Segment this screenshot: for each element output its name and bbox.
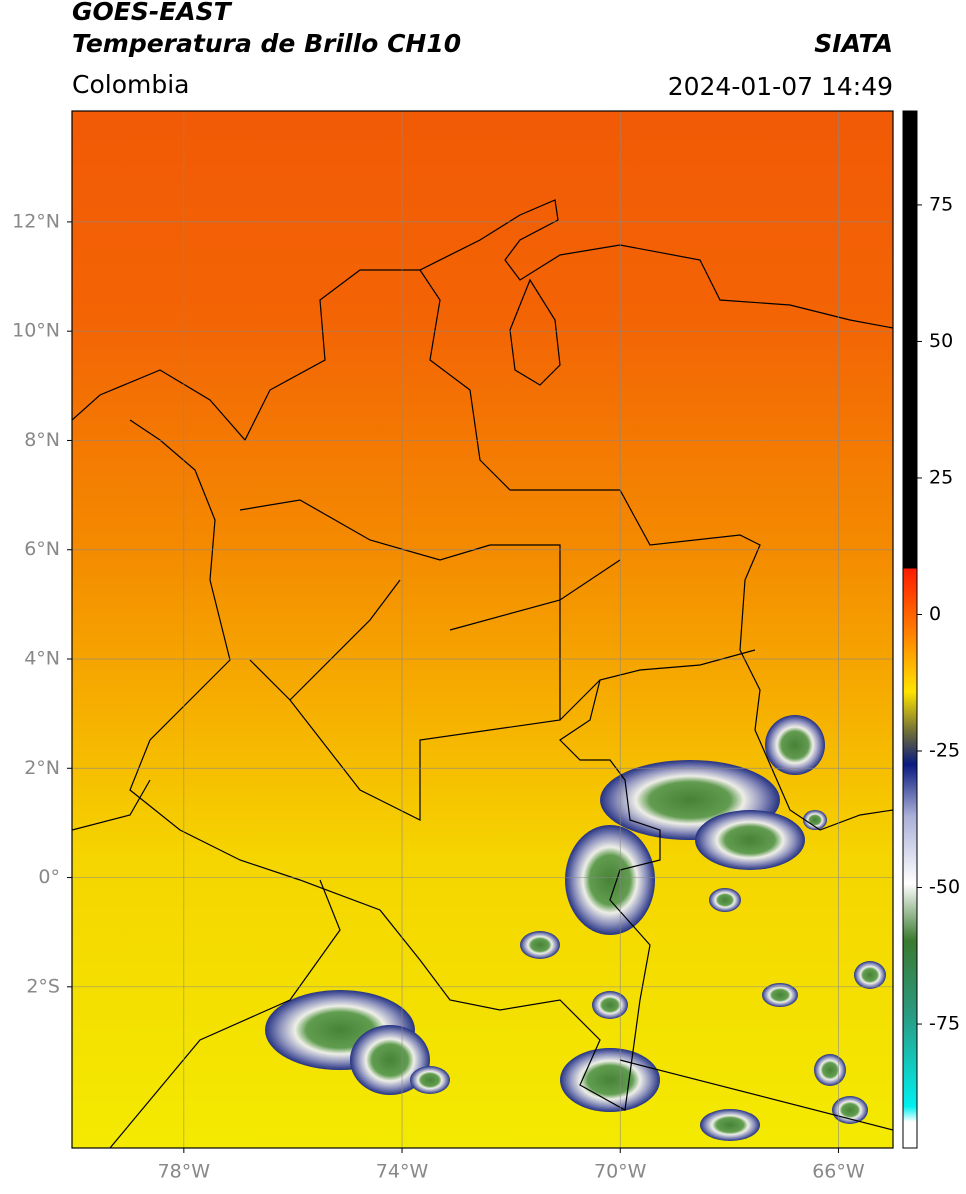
subtitle: Temperatura de Brillo CH10 <box>72 29 461 58</box>
borders <box>72 199 893 1148</box>
gridlines <box>72 111 893 1148</box>
background <box>72 111 893 1148</box>
y-tick-label: 8°N <box>24 429 60 451</box>
y-tick-label: 6°N <box>24 538 60 560</box>
y-tick-label: 2°S <box>26 975 60 997</box>
colorbar-tick-label: 25 <box>929 466 953 488</box>
colorbar-tick-label: 75 <box>929 193 953 215</box>
x-tick-label: 70°W <box>594 1161 647 1183</box>
map-frame <box>71 110 894 1149</box>
colorbar-tick-label: -75 <box>929 1013 960 1035</box>
colorbar-tick-label: -25 <box>929 740 960 762</box>
title: GOES-EAST <box>72 0 233 26</box>
x-tick-label: 66°W <box>812 1161 865 1183</box>
x-tick-label: 78°W <box>158 1161 211 1183</box>
colorbar-tick-label: 0 <box>929 603 941 625</box>
colorbar-tick-label: 50 <box>929 330 953 352</box>
map-image <box>72 111 893 1148</box>
source: SIATA <box>814 29 893 58</box>
datetime: 2024-01-07 14:49 <box>668 72 893 101</box>
colorbar <box>902 110 918 1149</box>
y-tick-label: 10°N <box>12 320 60 342</box>
y-tick-label: 4°N <box>24 648 60 670</box>
y-tick-label: 12°N <box>12 210 60 232</box>
y-tick-label: 0° <box>38 866 60 888</box>
y-tick-label: 2°N <box>24 757 60 779</box>
x-tick-label: 74°W <box>376 1161 429 1183</box>
colorbar-tick-label: -50 <box>929 876 960 898</box>
region: Colombia <box>72 70 189 99</box>
